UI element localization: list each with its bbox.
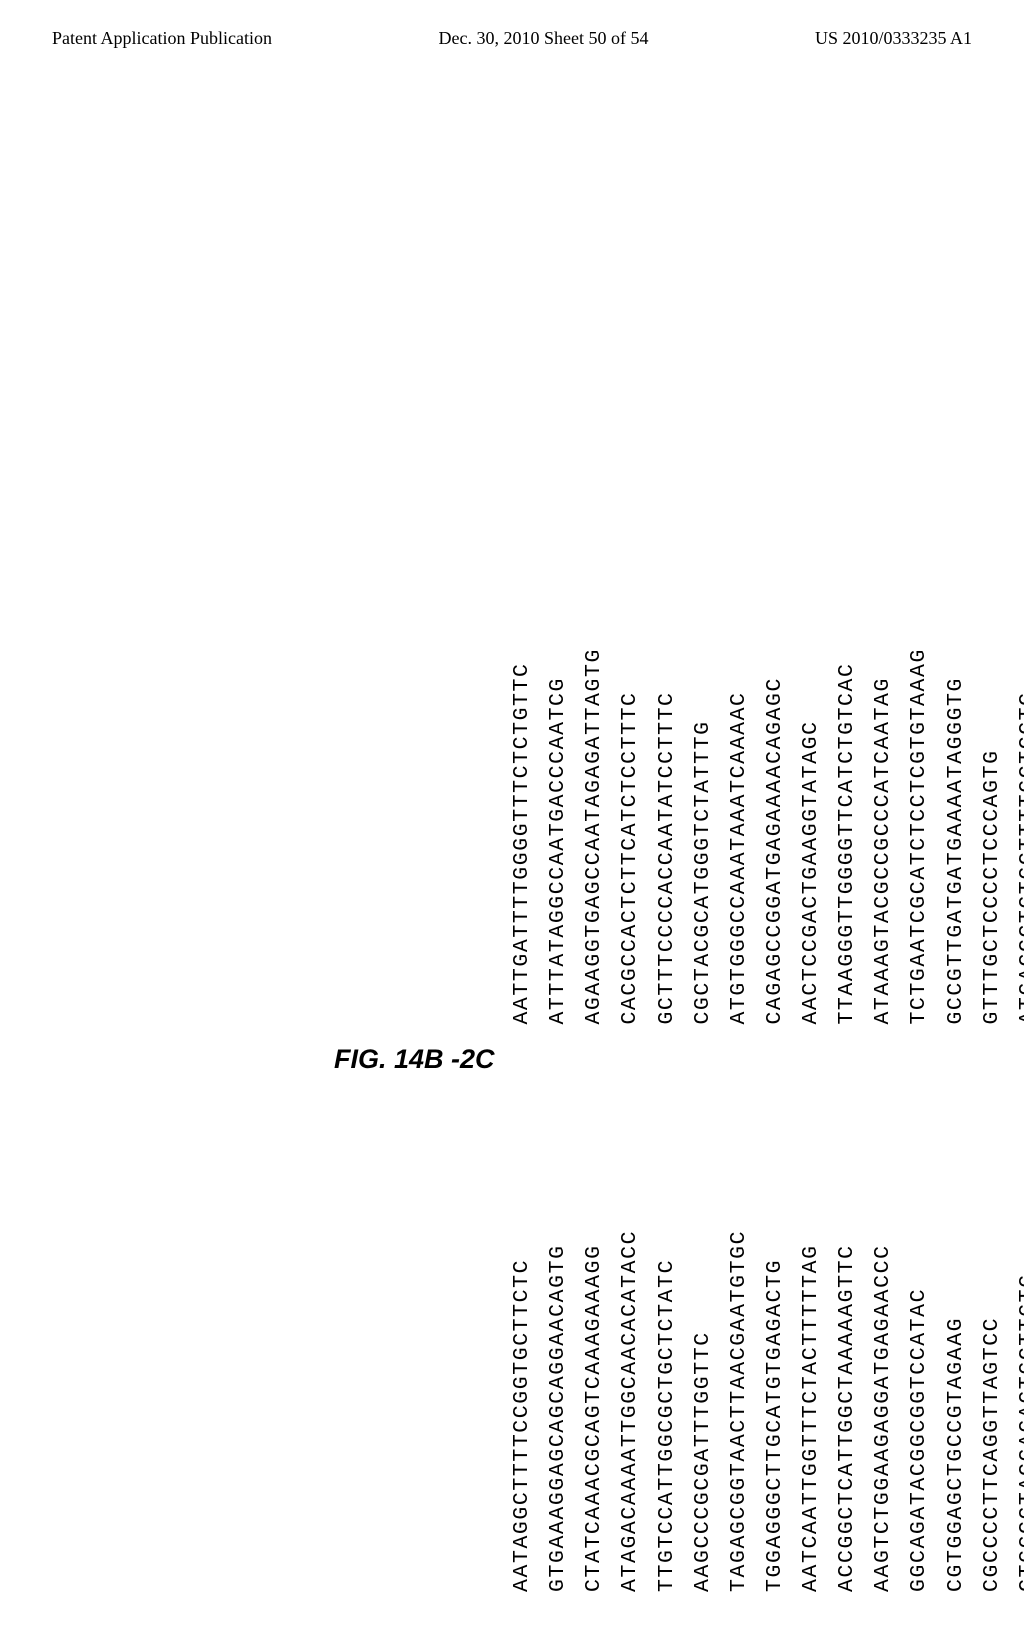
header-date-sheet: Dec. 30, 2010 Sheet 50 of 54 — [438, 28, 648, 49]
sequence-line: CAGAGCCGGATGAGAAAACAGAGC — [765, 648, 787, 1025]
sequence-line: ATGACCCTGTGCTTTTGCTCCTC — [1018, 648, 1024, 1025]
sequence-line: TGGAGGGCTTGCATGTGAGACTG — [765, 1215, 787, 1592]
sequence-line: CGCTACGCATGGGTCTATTTG — [693, 648, 715, 1025]
sequence-line: AACTCCGACTGAAGGTATAGC — [801, 648, 823, 1025]
sequence-line: ATAGACAAAATTGGCAACACATACC — [620, 1215, 642, 1592]
sequence-line: CGTGGAGCTGCCGTAGAAG — [946, 1215, 968, 1592]
sequence-line: ATGTGGGCCAAATAAATCAAAAC — [729, 648, 751, 1025]
left-sequence-column: AATAGGCTTTTCCGGTGCTTCTC GTGAAAGGAGCAGCAG… — [512, 1215, 1024, 1592]
page-header: Patent Application Publication Dec. 30, … — [0, 0, 1024, 59]
sequence-line: TTAAGGGTTGGGGTTCATCTGTCAC — [837, 648, 859, 1025]
sequence-line: AATCAATTGGTTTCTACTTTTTAG — [801, 1215, 823, 1592]
sequence-line: AAGTCTGGAAGAGGATGAGAACCC — [873, 1215, 895, 1592]
sequence-line: GCTTTCCCCACCAATATCCTTTC — [657, 648, 679, 1025]
sequence-line: GTGAAAGGAGCAGCAGGAACAGTG — [548, 1215, 570, 1592]
sequence-line: AGAAGGTGAGCCAATAGAGATTAGTG — [584, 648, 606, 1025]
header-publication: Patent Application Publication — [52, 28, 272, 49]
sequence-line: TTGTCCATTGGCGCTGCTCTATC — [657, 1215, 679, 1592]
sequence-line: GTTTGCTCCCCTCCCAGTG — [982, 648, 1004, 1025]
sequence-line: GGCAGATACGGCGGTCCATAC — [909, 1215, 931, 1592]
sequence-line: GCCGTTGATGATGAAAATAGGGTG — [946, 648, 968, 1025]
sequence-line: ACCGGCTCATTGGCTAAAAAGTTC — [837, 1215, 859, 1592]
sequence-line: AAGCCCGCGATTTGGTTC — [693, 1215, 715, 1592]
right-sequence-column: AATTGATTTTGGGGTTTCTCTGTTC ATTTATAGGCCAAT… — [512, 648, 1024, 1025]
sequence-line: CGCCCCTTCAGGTTAGTCC — [982, 1215, 1004, 1592]
sequence-line: ATAAAGTACGCCGCCCATCAATAG — [873, 648, 895, 1025]
sequence-line: AATTGATTTTGGGGTTTCTCTGTTC — [512, 648, 534, 1025]
sequence-line: ATTTATAGGCCAATGACCCAATCG — [548, 648, 570, 1025]
figure-label: FIG. 14B -2C — [334, 1044, 495, 1075]
sequence-line: TCTGAATCGCATCTCCTCGTGTAAAG — [909, 648, 931, 1025]
sequence-line: TAGAGCGGTAACTTAACGAATGTGC — [729, 1215, 751, 1592]
header-application-number: US 2010/0333235 A1 — [815, 28, 972, 49]
sequence-line: AATAGGCTTTTCCGGTGCTTCTC — [512, 1215, 534, 1592]
sequence-line: CTATCAAACGCAGTCAAAGAAAGG — [584, 1215, 606, 1592]
sequence-content: AATAGGCTTTTCCGGTGCTTCTC GTGAAAGGAGCAGCAG… — [512, 608, 1024, 1632]
sequence-line: CACGCCACTCTTCATCTCCTTTC — [620, 648, 642, 1025]
sequence-line: CTGGCGTACGAGAGTGCTTGTG — [1018, 1215, 1024, 1592]
